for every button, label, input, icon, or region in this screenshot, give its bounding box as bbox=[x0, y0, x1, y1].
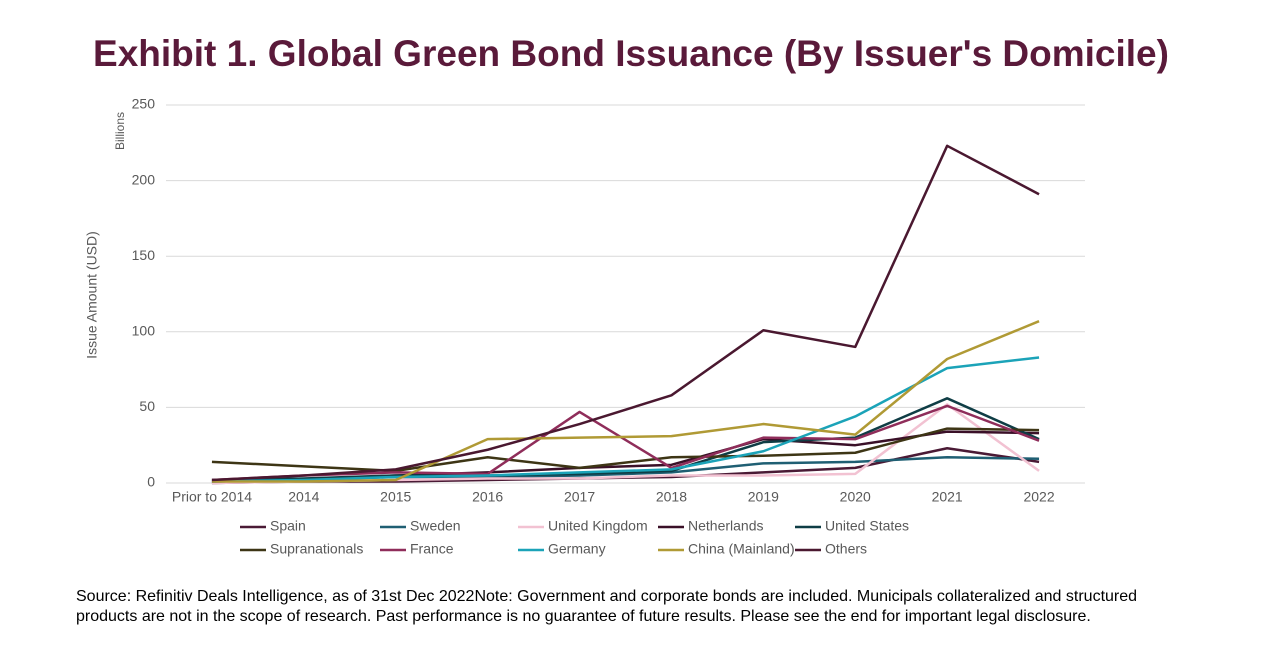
x-tick-label: 2018 bbox=[656, 489, 687, 505]
y-tick-label: 200 bbox=[132, 171, 156, 187]
legend-label: Netherlands bbox=[688, 518, 764, 534]
legend-label: United Kingdom bbox=[548, 518, 648, 534]
y-axis-label: Issue Amount (USD) bbox=[84, 231, 100, 359]
y-tick-label: 0 bbox=[147, 474, 155, 490]
footnote: Source: Refinitiv Deals Intelligence, as… bbox=[76, 588, 1138, 625]
series-line bbox=[211, 397, 1040, 482]
chart-title: Exhibit 1. Global Green Bond Issuance (B… bbox=[93, 33, 1169, 74]
y-tick-label: 150 bbox=[132, 247, 156, 263]
series-line bbox=[211, 144, 1040, 482]
x-tick-label: 2020 bbox=[840, 489, 871, 505]
x-tick-label: 2015 bbox=[380, 489, 411, 505]
x-tick-label: 2016 bbox=[472, 489, 503, 505]
legend-label: Spain bbox=[270, 518, 306, 534]
legend-label: China (Mainland) bbox=[688, 541, 795, 557]
x-tick-label: 2019 bbox=[748, 489, 779, 505]
legend-label: Others bbox=[825, 541, 867, 557]
series-line bbox=[211, 404, 1040, 482]
y-tick-label: 250 bbox=[132, 96, 156, 112]
x-tick-label: Prior to 2014 bbox=[172, 489, 252, 505]
x-tick-label: 2021 bbox=[932, 489, 963, 505]
y-tick-label: 100 bbox=[132, 323, 156, 339]
y-unit: Billions bbox=[113, 112, 127, 150]
legend-label: United States bbox=[825, 518, 909, 534]
x-tick-label: 2014 bbox=[288, 489, 319, 505]
series-line bbox=[211, 356, 1040, 483]
legend-label: Germany bbox=[548, 541, 606, 557]
series-line bbox=[211, 320, 1040, 483]
series-line bbox=[211, 427, 1040, 473]
y-tick-label: 50 bbox=[139, 398, 155, 414]
chart: Exhibit 1. Global Green Bond Issuance (B… bbox=[84, 33, 1169, 557]
x-tick-label: 2022 bbox=[1023, 489, 1054, 505]
legend-label: France bbox=[410, 541, 454, 557]
legend-label: Supranationals bbox=[270, 541, 363, 557]
x-tick-label: 2017 bbox=[564, 489, 595, 505]
legend-label: Sweden bbox=[410, 518, 461, 534]
